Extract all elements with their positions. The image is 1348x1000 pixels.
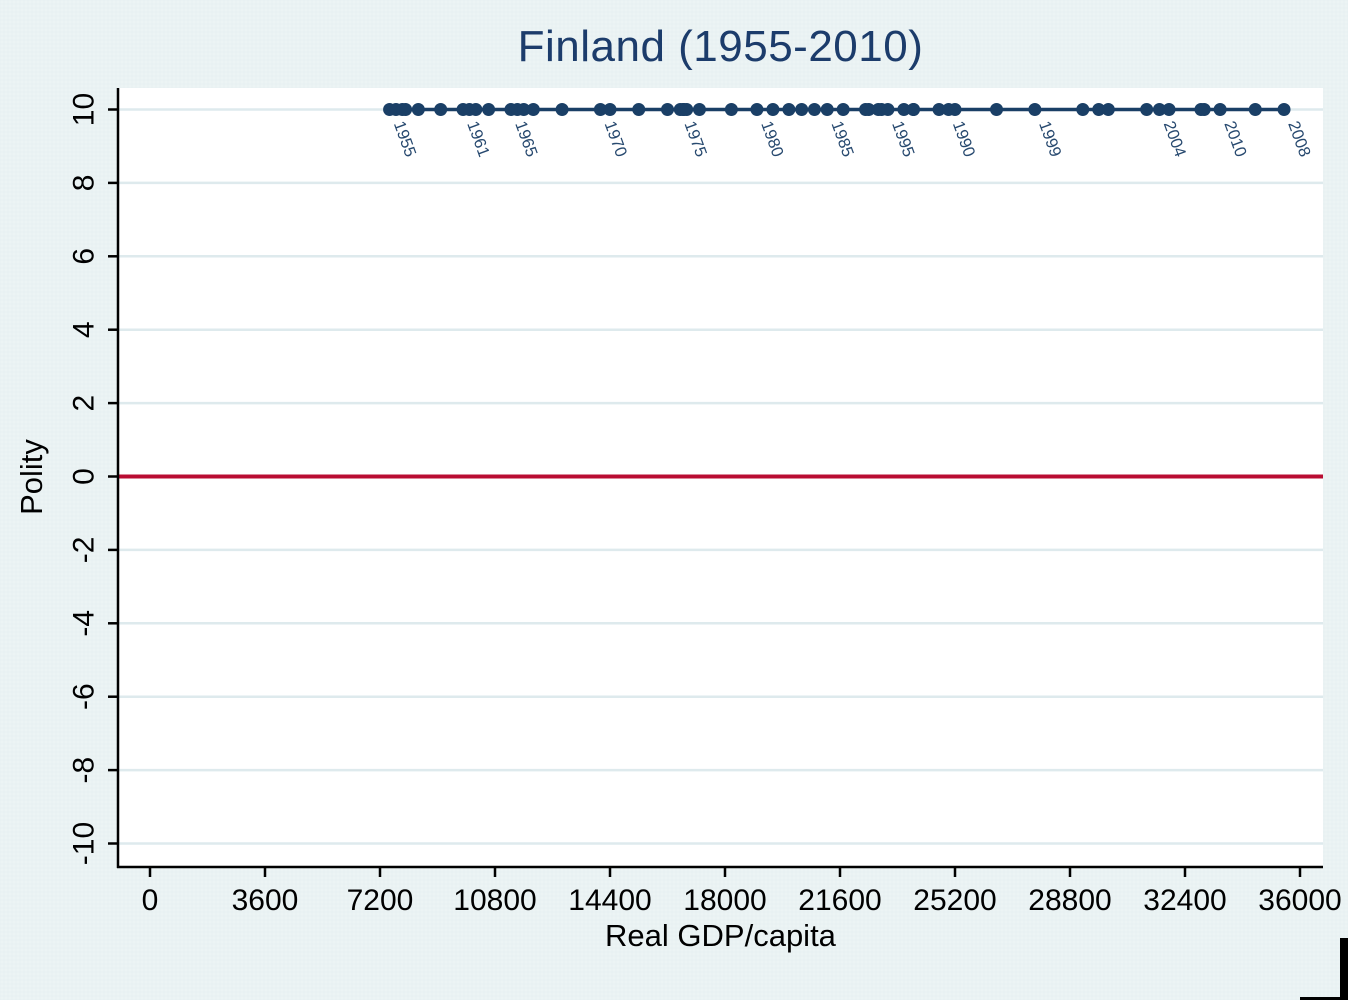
data-point-marker [1092,103,1106,116]
data-point-marker [1213,103,1227,116]
x-tick-label: 0 [142,884,159,917]
data-point-marker [782,103,796,116]
x-axis-title: Real GDP/capita [605,918,836,953]
x-tick-label: 36000 [1258,884,1341,917]
image-edge-right [1340,938,1348,1000]
year-label: 1970 [601,119,630,160]
y-tick-label: -10 [68,822,101,865]
data-point-marker [399,103,413,116]
data-point-marker [680,103,694,116]
data-point-marker [1152,103,1166,116]
data-point-marker [906,103,920,116]
y-tick-label: -6 [68,683,101,710]
data-point-marker [555,103,569,116]
data-point-marker [1076,103,1090,116]
data-point-marker [1248,103,1262,116]
year-label: 2010 [1220,119,1249,160]
data-point-marker [807,103,821,116]
x-tick-label: 18000 [683,884,766,917]
y-tick-label: 2 [68,395,101,412]
data-point-marker [692,103,706,116]
x-tick-label: 32400 [1143,884,1226,917]
x-tick-label: 14400 [568,884,651,917]
year-label: 1995 [888,119,917,160]
data-point-marker [795,103,809,116]
y-tick-label: -2 [68,537,101,564]
year-label: 1965 [511,119,540,160]
x-tick-label: 21600 [798,884,881,917]
data-point-marker [932,103,946,116]
year-label: 1990 [949,119,978,160]
data-point-marker [661,103,674,116]
data-point-marker [434,103,448,116]
data-point-marker [766,103,780,116]
x-tick-label: 28800 [1028,884,1111,917]
data-point-marker [750,103,764,116]
data-point-marker [603,103,617,116]
year-label: 2008 [1284,119,1313,160]
year-label: 1999 [1035,119,1064,160]
year-label: 2004 [1160,119,1189,160]
y-tick-label: 8 [68,175,101,192]
data-point-marker [1140,103,1154,116]
year-label: 1975 [681,119,710,160]
y-tick-label: -8 [68,757,101,784]
data-point-marker [871,103,885,116]
data-point-marker [1101,103,1115,116]
x-tick-label: 3600 [232,884,299,917]
x-tick-label: 10800 [453,884,536,917]
image-edge-bottom [1300,997,1348,1000]
data-point-marker [526,103,540,116]
data-point-marker [990,103,1004,116]
data-point-marker [632,103,646,116]
year-label: 1985 [827,119,856,160]
x-tick-label: 25200 [913,884,996,917]
data-point-marker [469,103,483,116]
data-point-marker [820,103,834,116]
data-point-marker [724,103,738,116]
data-point-marker [517,103,531,116]
data-point-marker [1162,103,1176,116]
chart-title: Finland (1955-2010) [517,22,924,71]
year-label: 1980 [757,119,786,160]
data-point-marker [836,103,850,116]
data-point-marker [1277,103,1291,116]
data-point-marker [1194,103,1208,116]
data-point-marker [859,103,873,116]
y-tick-label: 6 [68,248,101,265]
data-point-marker [482,103,496,116]
y-tick-label: 10 [68,93,101,126]
data-point-marker [948,103,962,116]
y-tick-label: 4 [68,321,101,338]
x-tick-label: 7200 [347,884,414,917]
y-tick-label: -4 [68,610,101,637]
year-label: 1955 [390,119,419,160]
data-point-marker [593,103,607,116]
data-point-marker [881,103,895,116]
y-tick-label: 0 [68,468,101,485]
y-axis-title: Polity [14,439,49,515]
data-point-marker [897,103,911,116]
year-label: 1961 [463,119,492,160]
data-point-marker [411,103,425,116]
data-point-marker [1028,103,1042,116]
